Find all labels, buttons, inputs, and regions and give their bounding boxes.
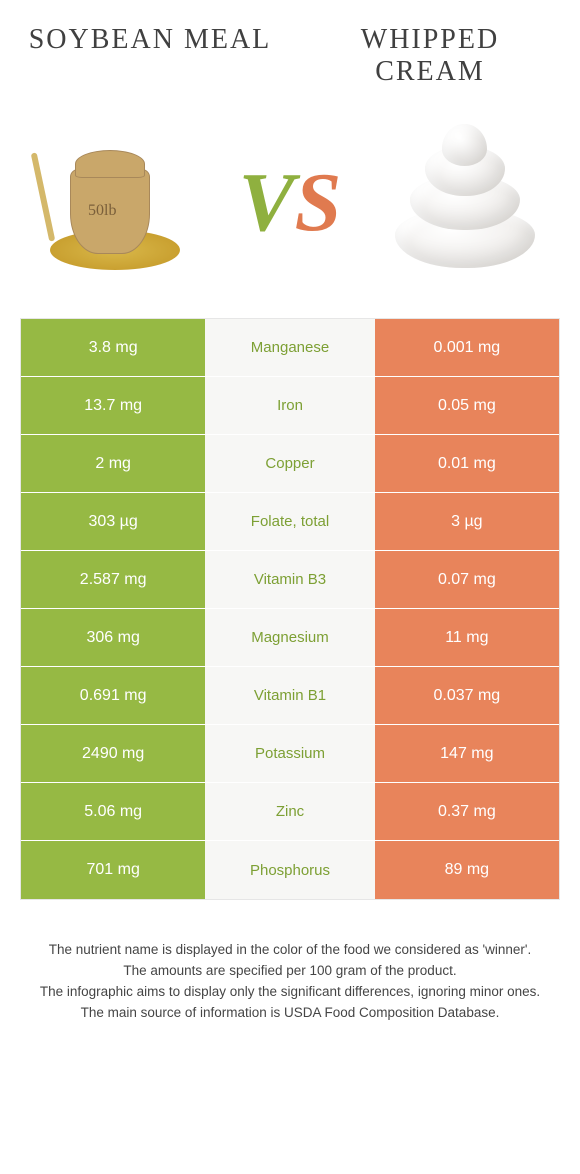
left-value: 701 mg bbox=[21, 841, 205, 899]
left-value: 3.8 mg bbox=[21, 319, 205, 376]
table-row: 303 µgFolate, total3 µg bbox=[21, 493, 559, 551]
table-row: 2.587 mgVitamin B30.07 mg bbox=[21, 551, 559, 609]
vs-icon: VS bbox=[239, 161, 342, 245]
nutrient-name: Phosphorus bbox=[205, 841, 374, 899]
nutrient-name: Copper bbox=[205, 435, 374, 492]
left-value: 303 µg bbox=[21, 493, 205, 550]
table-row: 306 mgMagnesium11 mg bbox=[21, 609, 559, 667]
table-row: 2490 mgPotassium147 mg bbox=[21, 725, 559, 783]
table-row: 5.06 mgZinc0.37 mg bbox=[21, 783, 559, 841]
nutrient-name: Iron bbox=[205, 377, 374, 434]
sack-label: 50lb bbox=[88, 202, 116, 220]
right-value: 0.37 mg bbox=[375, 783, 559, 840]
table-row: 13.7 mgIron0.05 mg bbox=[21, 377, 559, 435]
vs-v: V bbox=[239, 161, 295, 245]
right-value: 0.07 mg bbox=[375, 551, 559, 608]
vs-s: S bbox=[295, 161, 342, 245]
header: Soybean meal Whipped cream bbox=[0, 0, 580, 98]
nutrient-name: Potassium bbox=[205, 725, 374, 782]
nutrient-name: Folate, total bbox=[205, 493, 374, 550]
right-value: 0.037 mg bbox=[375, 667, 559, 724]
right-value: 0.05 mg bbox=[375, 377, 559, 434]
images-row: 50lb VS bbox=[0, 98, 580, 318]
title-left: Soybean meal bbox=[24, 24, 276, 88]
footer-line: The amounts are specified per 100 gram o… bbox=[28, 961, 552, 982]
nutrient-name: Vitamin B1 bbox=[205, 667, 374, 724]
table-row: 701 mgPhosphorus89 mg bbox=[21, 841, 559, 899]
right-value: 89 mg bbox=[375, 841, 559, 899]
left-value: 13.7 mg bbox=[21, 377, 205, 434]
footer-notes: The nutrient name is displayed in the co… bbox=[0, 900, 580, 1024]
left-value: 306 mg bbox=[21, 609, 205, 666]
table-row: 3.8 mgManganese0.001 mg bbox=[21, 319, 559, 377]
left-value: 0.691 mg bbox=[21, 667, 205, 724]
nutrient-name: Manganese bbox=[205, 319, 374, 376]
nutrient-name: Zinc bbox=[205, 783, 374, 840]
footer-line: The infographic aims to display only the… bbox=[28, 982, 552, 1003]
table-row: 0.691 mgVitamin B10.037 mg bbox=[21, 667, 559, 725]
right-value: 147 mg bbox=[375, 725, 559, 782]
right-value: 11 mg bbox=[375, 609, 559, 666]
right-value: 3 µg bbox=[375, 493, 559, 550]
nutrient-name: Vitamin B3 bbox=[205, 551, 374, 608]
nutrient-table: 3.8 mgManganese0.001 mg13.7 mgIron0.05 m… bbox=[20, 318, 560, 900]
left-value: 2490 mg bbox=[21, 725, 205, 782]
right-value: 0.01 mg bbox=[375, 435, 559, 492]
whipped-cream-image bbox=[380, 118, 550, 288]
footer-line: The main source of information is USDA F… bbox=[28, 1003, 552, 1024]
left-value: 2 mg bbox=[21, 435, 205, 492]
soybean-meal-image: 50lb bbox=[30, 118, 200, 288]
footer-line: The nutrient name is displayed in the co… bbox=[28, 940, 552, 961]
title-right: Whipped cream bbox=[304, 24, 556, 88]
left-value: 2.587 mg bbox=[21, 551, 205, 608]
right-value: 0.001 mg bbox=[375, 319, 559, 376]
nutrient-name: Magnesium bbox=[205, 609, 374, 666]
left-value: 5.06 mg bbox=[21, 783, 205, 840]
table-row: 2 mgCopper0.01 mg bbox=[21, 435, 559, 493]
